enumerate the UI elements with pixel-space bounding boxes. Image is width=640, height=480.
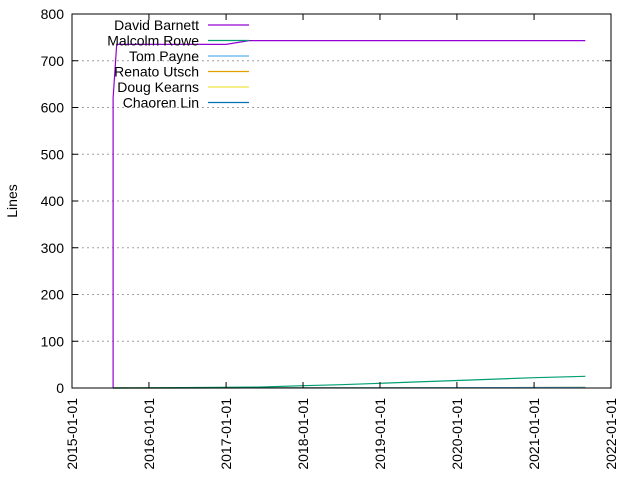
series-line [113,375,586,389]
x-tick-label: 2016-01-01 [141,398,157,470]
y-tick-label: 600 [41,100,65,116]
y-tick-label: 300 [41,240,65,256]
x-tick-label: 2020-01-01 [449,398,465,470]
x-tick-label: 2017-01-01 [218,398,234,470]
legend-label: Chaoren Lin [123,95,199,111]
legend-label: Doug Kearns [117,79,199,95]
x-tick-label: 2019-01-01 [372,398,388,470]
legend-label: Renato Utsch [114,64,199,80]
y-tick-label: 800 [41,6,65,22]
y-tick-label: 400 [41,193,65,209]
x-tick-label: 2018-01-01 [295,398,311,470]
legend-label: Tom Payne [129,48,199,64]
legend-label: David Barnett [114,17,199,33]
y-axis-label: Lines [4,184,20,217]
legend-label: Malcolm Rowe [107,33,199,49]
x-tick-label: 2015-01-01 [64,398,80,470]
y-tick-label: 0 [56,380,64,396]
x-tick-label: 2022-01-01 [603,398,619,470]
x-tick-label: 2021-01-01 [526,398,542,470]
y-tick-label: 100 [41,333,65,349]
y-axis: 0 100 200 300 400 500 600 700 800 [41,6,611,396]
y-tick-label: 200 [41,287,65,303]
y-tick-label: 500 [41,146,65,162]
series-line [112,39,586,388]
x-axis: 2015-01-01 2016-01-01 2017-01-01 2018-01-01… [64,14,619,470]
y-tick-label: 700 [41,53,65,69]
